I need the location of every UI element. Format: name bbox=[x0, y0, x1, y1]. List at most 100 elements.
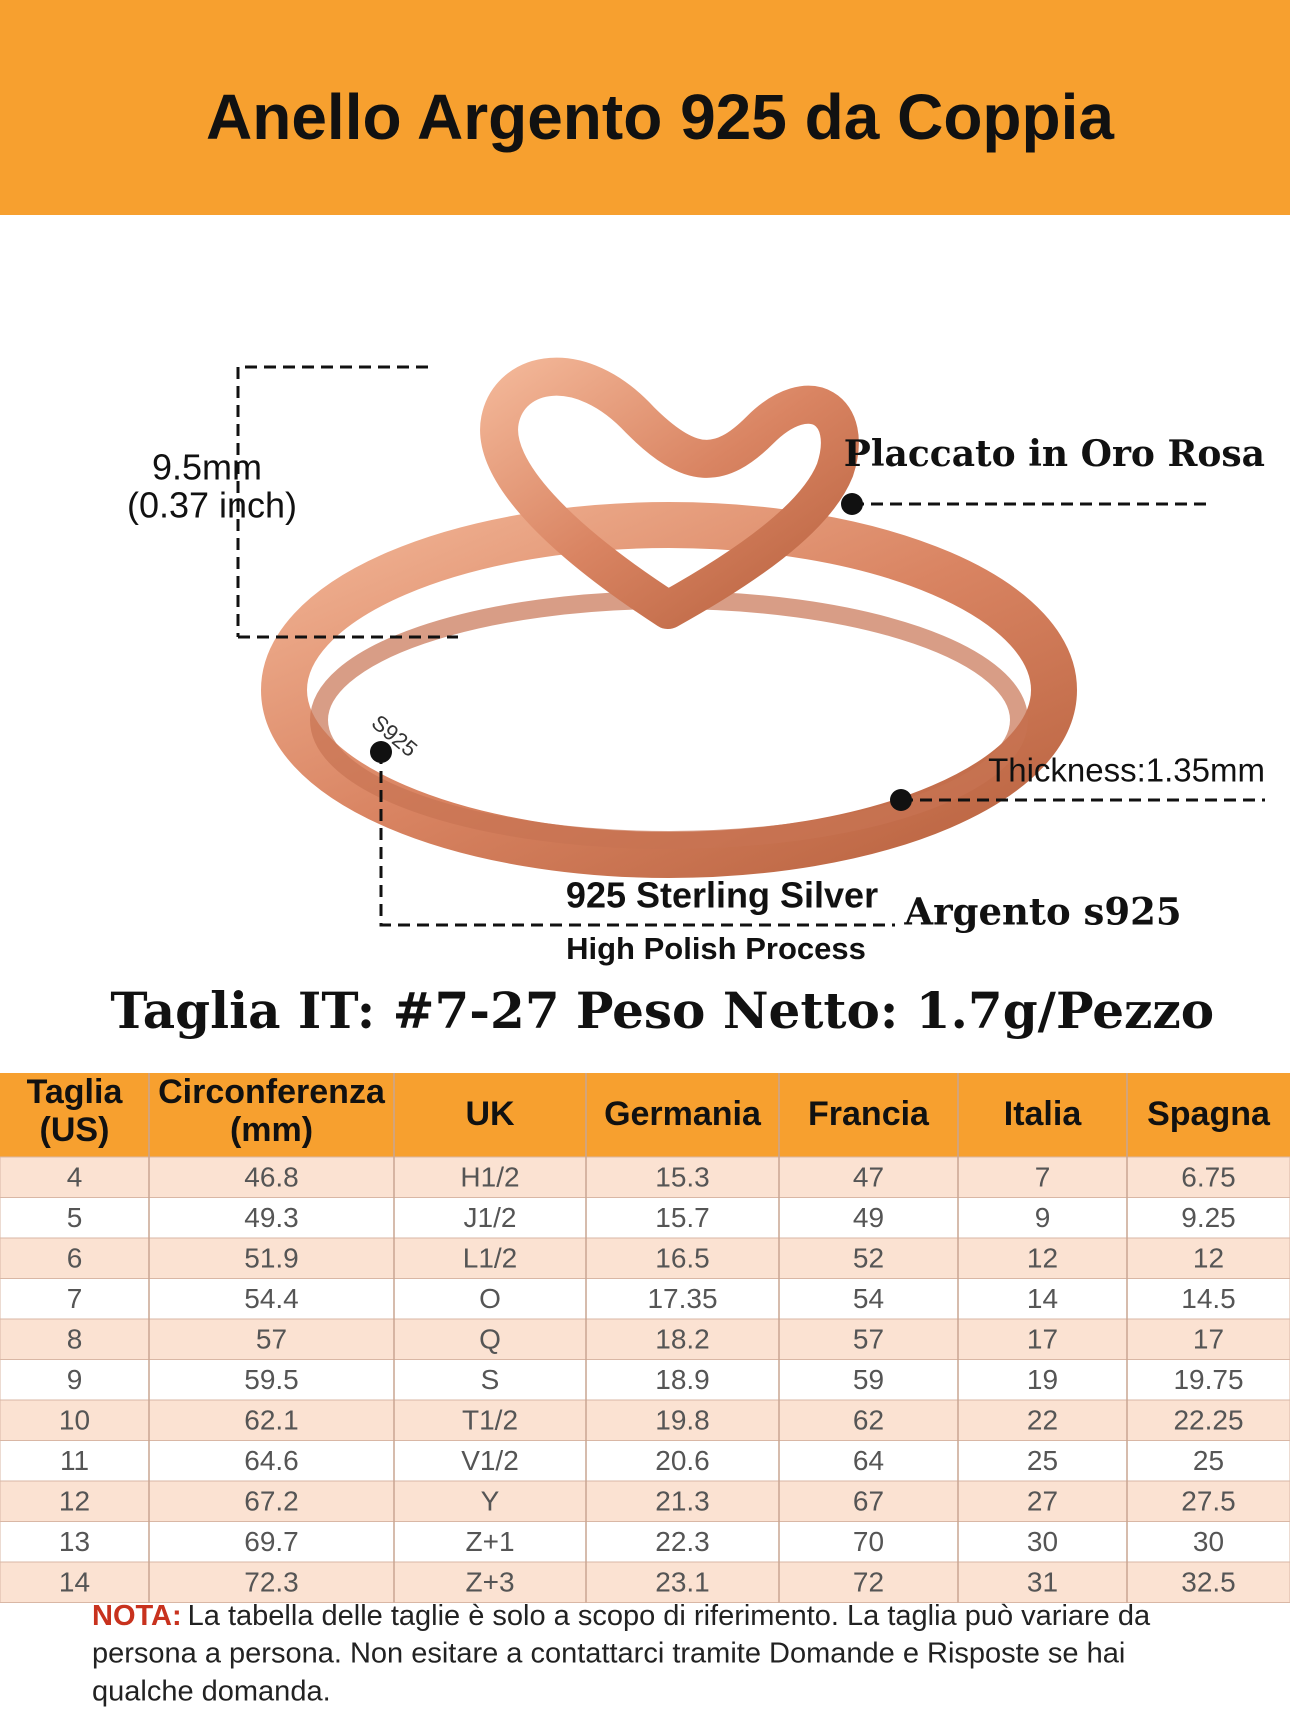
table-cell: 17 bbox=[1193, 1324, 1224, 1355]
table-cell: 49 bbox=[853, 1202, 884, 1233]
table-cell: V1/2 bbox=[461, 1445, 519, 1476]
table-cell: 51.9 bbox=[244, 1243, 299, 1274]
table-cell: 19.75 bbox=[1173, 1364, 1243, 1395]
table-cell: 49.3 bbox=[244, 1202, 299, 1233]
table-cell: 67.2 bbox=[244, 1486, 299, 1517]
table-cell: O bbox=[479, 1283, 501, 1314]
header-band bbox=[0, 0, 1290, 215]
table-header-cell: Germania bbox=[604, 1095, 762, 1133]
table-cell: Q bbox=[479, 1324, 501, 1355]
table-cell: Z+3 bbox=[465, 1567, 514, 1598]
ring-image: S925 bbox=[261, 357, 1077, 878]
table-cell: 27 bbox=[1027, 1486, 1058, 1517]
table-cell: 32.5 bbox=[1181, 1567, 1236, 1598]
table-cell: T1/2 bbox=[462, 1405, 518, 1436]
height-inch-label: (0.37 inch) bbox=[127, 485, 297, 526]
table-row-bg bbox=[0, 1561, 1290, 1603]
note-text: qualche domanda. bbox=[92, 1676, 331, 1708]
note-text: La tabella delle taglie è solo a scopo d… bbox=[188, 1600, 1151, 1632]
table-cell: 69.7 bbox=[244, 1526, 299, 1557]
table-cell: 6 bbox=[67, 1243, 83, 1274]
process-label: High Polish Process bbox=[566, 931, 866, 966]
table-cell: Y bbox=[481, 1486, 500, 1517]
table-cell: 4 bbox=[67, 1162, 83, 1193]
table-cell: 70 bbox=[853, 1526, 884, 1557]
table-cell: 57 bbox=[853, 1324, 884, 1355]
table-header-bg bbox=[0, 1073, 1290, 1157]
table-cell: 12 bbox=[59, 1486, 90, 1517]
table-cell: 31 bbox=[1027, 1567, 1058, 1598]
table-cell: 17 bbox=[1027, 1324, 1058, 1355]
table-cell: 25 bbox=[1193, 1445, 1224, 1476]
table-cell: 23.1 bbox=[655, 1567, 710, 1598]
size-range: Taglia IT: #7-27 bbox=[110, 981, 559, 1040]
table-row-bg bbox=[0, 1399, 1290, 1441]
table-row-bg bbox=[0, 1440, 1290, 1482]
table-cell: 19 bbox=[1027, 1364, 1058, 1395]
table-cell: 59.5 bbox=[244, 1364, 299, 1395]
table-cell: 15.3 bbox=[655, 1162, 710, 1193]
table-cell: 12 bbox=[1193, 1243, 1224, 1274]
table-cell: 27.5 bbox=[1181, 1486, 1236, 1517]
table-cell: 9 bbox=[67, 1364, 83, 1395]
table-row-bg bbox=[0, 1521, 1290, 1563]
table-cell: 54.4 bbox=[244, 1283, 299, 1314]
table-cell: 25 bbox=[1027, 1445, 1058, 1476]
table-cell: Z+1 bbox=[465, 1526, 514, 1557]
note-label: NOTA: bbox=[92, 1600, 182, 1632]
note-text: persona a persona. Non esitare a contatt… bbox=[92, 1638, 1125, 1670]
material-label: 925 Sterling Silver bbox=[566, 875, 878, 916]
table-cell: 59 bbox=[853, 1364, 884, 1395]
table-cell: H1/2 bbox=[460, 1162, 519, 1193]
table-row-bg bbox=[0, 1278, 1290, 1320]
table-cell: 67 bbox=[853, 1486, 884, 1517]
table-cell: 20.6 bbox=[655, 1445, 710, 1476]
table-cell: 10 bbox=[59, 1405, 90, 1436]
table-cell: 46.8 bbox=[244, 1162, 299, 1193]
table-cell: 22.3 bbox=[655, 1526, 710, 1557]
table-cell: 13 bbox=[59, 1526, 90, 1557]
table-cell: 22 bbox=[1027, 1405, 1058, 1436]
table-cell: 54 bbox=[853, 1283, 884, 1314]
table-cell: J1/2 bbox=[464, 1202, 517, 1233]
note-line: NOTA: La tabella delle taglie è solo a sc… bbox=[92, 1600, 1151, 1632]
table-cell: 72.3 bbox=[244, 1567, 299, 1598]
material-it-label: Argento s925 bbox=[903, 890, 1181, 934]
table-header-cell: Francia bbox=[808, 1095, 930, 1133]
table-cell: 15.7 bbox=[655, 1202, 710, 1233]
table-cell: 18.2 bbox=[655, 1324, 710, 1355]
table-cell: 57 bbox=[256, 1324, 287, 1355]
table-row-bg bbox=[0, 1359, 1290, 1401]
table-cell: 5 bbox=[67, 1202, 83, 1233]
dimension-line bbox=[236, 365, 458, 639]
table-row-bg bbox=[0, 1318, 1290, 1360]
table-cell: 14 bbox=[1027, 1283, 1058, 1314]
table-header-cell: Italia bbox=[1004, 1095, 1083, 1133]
pointer-line bbox=[379, 752, 895, 927]
table-cell: 62 bbox=[853, 1405, 884, 1436]
table-cell: 30 bbox=[1193, 1526, 1224, 1557]
table-header-cell: Circonferenza (mm) bbox=[158, 1073, 386, 1149]
table-cell: 19.8 bbox=[655, 1405, 710, 1436]
table-cell: 9.25 bbox=[1181, 1202, 1236, 1233]
table-cell: L1/2 bbox=[463, 1243, 518, 1274]
title: Anello Argento 925 da Coppia bbox=[206, 81, 1114, 153]
plating-label: Placcato in Oro Rosa bbox=[844, 433, 1265, 475]
table-cell: 14 bbox=[59, 1567, 90, 1598]
table-cell: 6.75 bbox=[1181, 1162, 1236, 1193]
table-cell: 64.6 bbox=[244, 1445, 299, 1476]
table-cell: 12 bbox=[1027, 1243, 1058, 1274]
table-cell: 11 bbox=[60, 1445, 89, 1476]
table-cell: 7 bbox=[1035, 1162, 1051, 1193]
table-cell: 22.25 bbox=[1173, 1405, 1243, 1436]
table-row-bg bbox=[0, 1197, 1290, 1239]
table-header-cell: Taglia (US) bbox=[27, 1073, 124, 1149]
size-table: Taglia (US) Circonferenza (mm) UK Germania Fra… bbox=[0, 1073, 1290, 1603]
height-label: 9.5mm bbox=[152, 447, 262, 488]
table-cell: 64 bbox=[853, 1445, 884, 1476]
table-row-bg bbox=[0, 1156, 1290, 1198]
weight: Peso Netto: 1.7g/Pezzo bbox=[576, 981, 1214, 1040]
thickness-label: Thickness:1.35mm bbox=[988, 752, 1265, 789]
table-header-cell: Spagna bbox=[1147, 1095, 1271, 1133]
